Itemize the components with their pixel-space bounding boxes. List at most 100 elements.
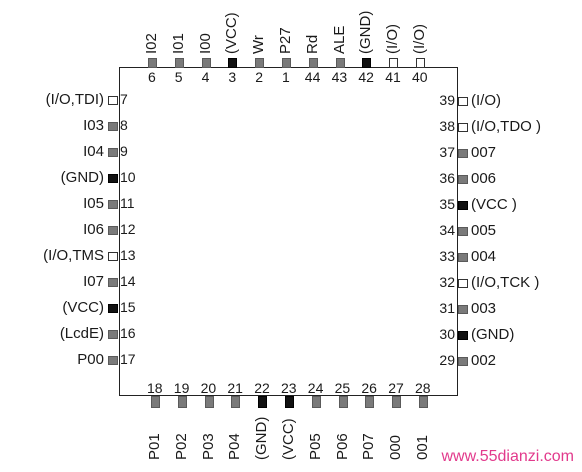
pin-43-label: ALE	[330, 25, 348, 54]
pin-44-label: Rd	[303, 34, 321, 54]
pin-17-pad	[108, 356, 118, 365]
pin-17-number: 17	[120, 351, 136, 367]
pin-6-number: 6	[148, 69, 156, 85]
pin-8-pad	[108, 122, 118, 131]
pin-14-number: 14	[120, 273, 136, 289]
pin-10-label: (GND)	[60, 169, 104, 186]
pin-20-number: 20	[200, 380, 217, 396]
pin-42-pad	[362, 58, 372, 68]
pin-16-label: (LcdE)	[59, 325, 104, 342]
pin-44-pad	[308, 58, 318, 68]
pin-20-label: P03	[199, 433, 217, 460]
pin-42-label: (GND)	[357, 10, 375, 54]
pin-7-label: (I/O,TDI)	[45, 91, 104, 108]
pin-28-number: 28	[415, 380, 431, 396]
pin-22-pad	[258, 396, 268, 408]
pin-40-pad	[416, 58, 425, 68]
pin-41-number: 41	[385, 69, 401, 85]
pin-24-pad	[311, 396, 321, 408]
pin-21-label: P04	[226, 433, 244, 460]
pin-33-number: 33	[439, 248, 455, 264]
pin-3-number: 3	[228, 69, 237, 85]
pin-36-number: 36	[439, 170, 455, 186]
pin-2-number: 2	[255, 69, 263, 85]
pin-33-pad	[458, 253, 468, 262]
pin-24-label: P05	[306, 433, 324, 460]
pin-23-number: 23	[281, 380, 297, 396]
pin-34-label: 005	[471, 222, 497, 239]
pin-39-pad	[458, 97, 468, 106]
pin-30-pad	[458, 331, 468, 340]
pin-25-label: P06	[333, 433, 351, 460]
pin-44-number: 44	[304, 69, 321, 85]
pin-27-pad	[392, 396, 402, 408]
pin-33-label: 004	[471, 248, 497, 265]
pin-32-number: 32	[439, 274, 455, 290]
pin-5-number: 5	[174, 69, 183, 85]
pin-36-pad	[458, 175, 468, 184]
pin-42-number: 42	[358, 69, 374, 85]
pin-5-pad	[174, 58, 184, 68]
pin-17-label: P00	[77, 351, 104, 368]
pin-11-label: I05	[83, 195, 104, 212]
pin-29-number: 29	[439, 352, 455, 368]
pin-35-number: 35	[439, 196, 455, 212]
pin-43-pad	[335, 58, 345, 68]
pin-18-label: P01	[146, 433, 163, 460]
pin-27-label: 000	[387, 434, 405, 460]
pin-39-number: 39	[439, 92, 455, 108]
pin-16-number: 16	[120, 325, 136, 341]
pin-23-pad	[285, 396, 294, 408]
pin-18-number: 18	[147, 380, 163, 396]
pin-9-pad	[108, 148, 118, 157]
pin-41-label: (I/O)	[384, 24, 402, 54]
pin-10-pad	[108, 174, 118, 183]
pin-32-pad	[458, 279, 468, 288]
pin-37-label: 007	[471, 144, 497, 161]
pin-9-number: 9	[120, 143, 128, 159]
pin-10-number: 10	[120, 169, 136, 185]
pin-4-number: 4	[201, 69, 210, 85]
watermark: www.55dianzi.com	[441, 448, 575, 465]
pin-38-pad	[458, 123, 468, 132]
pin-28-label: 001	[414, 434, 431, 460]
pin-26-label: P07	[360, 433, 378, 460]
pin-12-pad	[108, 226, 118, 235]
pin-25-pad	[338, 396, 348, 408]
pin-16-pad	[108, 330, 118, 339]
pin-13-pad	[108, 252, 118, 261]
pin-25-number: 25	[334, 380, 351, 396]
pin-19-label: P02	[172, 433, 190, 460]
pin-12-label: I06	[83, 221, 104, 238]
pin-38-number: 38	[439, 118, 455, 134]
pin-20-pad	[204, 396, 214, 408]
pin-29-label: 002	[471, 352, 497, 369]
pin-30-label: (GND)	[471, 326, 515, 343]
pin-37-number: 37	[439, 144, 455, 160]
pin-8-label: I03	[83, 117, 104, 134]
pin-21-pad	[231, 396, 241, 408]
pin-14-label: I07	[83, 273, 104, 290]
pin-40-number: 40	[412, 69, 428, 85]
pin-28-pad	[419, 396, 428, 408]
pin-22-number: 22	[254, 380, 270, 396]
pin-40-label: (I/O)	[411, 24, 428, 54]
pin-27-number: 27	[388, 380, 404, 396]
pin-1-number: 1	[282, 69, 290, 85]
pin-6-label: I02	[143, 33, 160, 54]
pin-15-label: (VCC)	[62, 299, 104, 316]
pin-30-number: 30	[439, 326, 455, 342]
pin-26-pad	[365, 396, 375, 408]
pin-29-pad	[458, 357, 468, 366]
pin-4-pad	[201, 58, 211, 68]
pin-31-pad	[458, 305, 468, 314]
pin-12-number: 12	[120, 221, 136, 237]
pin-1-label: P27	[277, 27, 294, 54]
pin-2-label: Wr	[250, 35, 268, 54]
pin-7-pad	[108, 96, 118, 105]
pin-32-label: (I/O,TCK )	[471, 274, 540, 291]
pin-23-label: (VCC)	[280, 418, 297, 460]
pin-1-pad	[282, 58, 291, 68]
pin-31-label: 003	[471, 300, 497, 317]
pin-5-label: I01	[169, 33, 187, 54]
